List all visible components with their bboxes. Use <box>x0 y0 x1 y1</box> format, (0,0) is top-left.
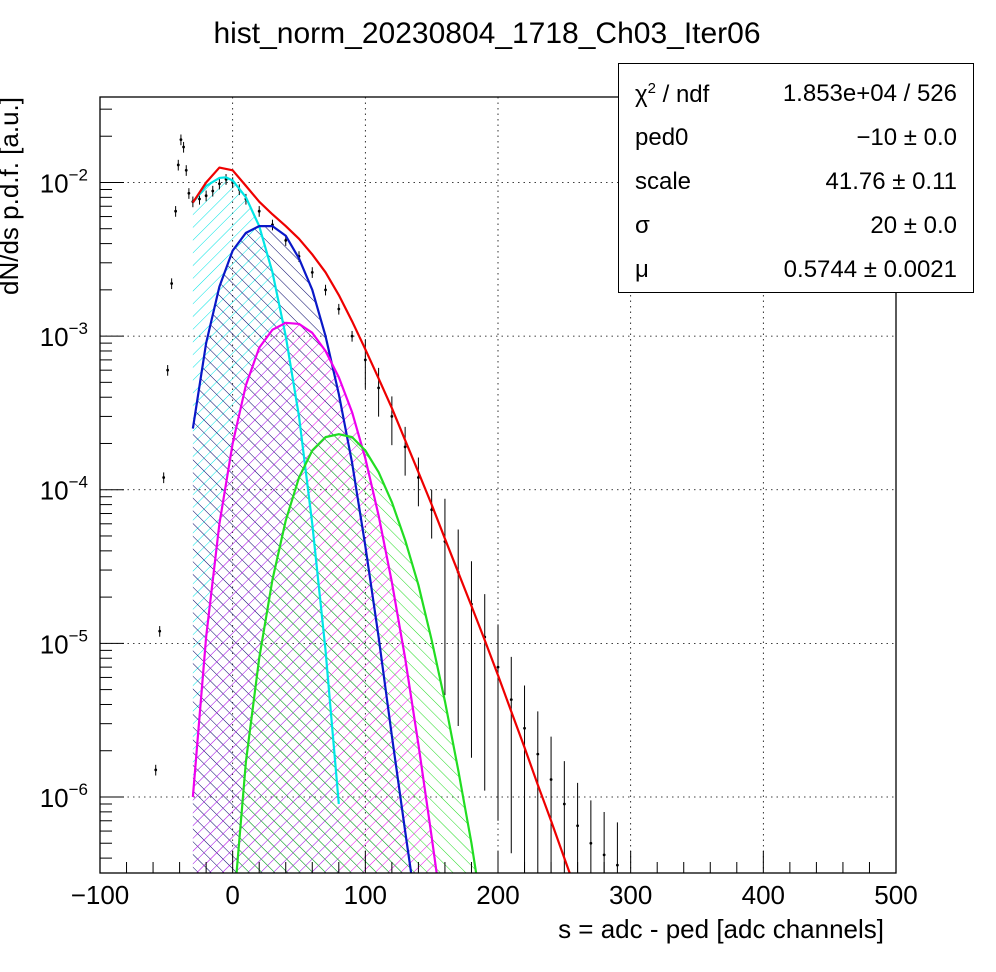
stat-row: ped0 −10 ± 0.0 <box>619 116 973 160</box>
data-point <box>257 209 261 213</box>
fit-curve <box>191 321 438 873</box>
stat-value: −10 ± 0.0 <box>856 124 957 151</box>
data-point <box>176 163 180 167</box>
y-tick-label: 10−4 <box>40 473 88 506</box>
data-point <box>149 903 152 906</box>
fit-curves <box>191 166 571 873</box>
fit-curve <box>191 166 571 873</box>
data-point <box>616 863 619 867</box>
data-point <box>377 386 380 390</box>
data-point <box>390 415 394 418</box>
data-point <box>562 802 566 806</box>
data-point <box>549 778 553 781</box>
data-point <box>162 476 166 479</box>
data-point <box>417 476 420 479</box>
data-point <box>184 168 188 172</box>
stat-key: μ <box>635 256 649 283</box>
data-point <box>154 768 158 772</box>
data-point <box>363 358 367 362</box>
data-point <box>310 270 314 274</box>
data-point <box>284 238 288 242</box>
data-point <box>218 182 221 186</box>
y-tick-label: 10−6 <box>40 780 88 813</box>
stat-row: μ 0.5744 ± 0.0021 <box>619 248 973 292</box>
data-point <box>179 138 183 142</box>
data-point <box>523 726 526 730</box>
data-point <box>602 853 606 857</box>
data-point <box>576 824 579 828</box>
data-point <box>182 145 185 149</box>
y-tick-label: 10−2 <box>40 165 88 198</box>
data-point <box>204 194 208 198</box>
x-axis-label: s = adc - ped [adc channels] <box>558 914 884 944</box>
stat-key: χ2 / ndf <box>635 80 710 108</box>
data-histogram <box>149 134 619 906</box>
data-point <box>187 191 191 195</box>
x-tick-label: 200 <box>476 880 519 910</box>
data-point <box>211 189 215 193</box>
x-tick-label: 0 <box>225 880 239 910</box>
y-axis-label: dN/ds p.d.f. [a.u.] <box>0 97 24 295</box>
data-point <box>198 197 201 201</box>
fit-curve <box>235 433 478 873</box>
stat-key: ped0 <box>635 124 689 151</box>
data-point <box>170 282 174 285</box>
stat-row: scale 41.76 ± 0.11 <box>619 160 973 204</box>
x-tick-label: 500 <box>874 880 917 910</box>
chart-title: hist_norm_20230804_1718_Ch03_Iter06 <box>213 17 760 50</box>
data-point <box>350 334 354 338</box>
x-tick-label: 400 <box>742 880 785 910</box>
stat-row: σ 20 ± 0.0 <box>619 204 973 248</box>
data-point <box>496 665 500 669</box>
data-point <box>174 209 178 213</box>
fit-curve <box>191 224 413 873</box>
stat-key: scale <box>635 168 692 195</box>
x-tick-label: 100 <box>344 880 387 910</box>
stat-value: 41.76 ± 0.11 <box>825 168 958 195</box>
data-point <box>324 288 327 292</box>
data-point <box>158 629 162 633</box>
data-point <box>337 307 341 311</box>
fit-stats-box: χ2 / ndf 1.853e+04 / 526 ped0 −10 ± 0.0 scal… <box>618 63 974 293</box>
y-tick-label: 10−3 <box>40 319 88 352</box>
stat-value: 1.853e+04 / 526 <box>782 80 957 107</box>
y-tick-label: 10−5 <box>40 626 88 659</box>
data-point <box>589 841 593 845</box>
data-point <box>403 445 407 449</box>
data-point <box>536 752 540 756</box>
stat-key: σ <box>635 212 650 239</box>
axis-ticks: −100 0 100 200 300 400 500 10−6 10−5 10−4 10−3 10−2 <box>40 108 918 910</box>
x-tick-label: 300 <box>609 880 652 910</box>
stat-value: 0.5744 ± 0.0021 <box>783 256 957 283</box>
stat-row: χ2 / ndf 1.853e+04 / 526 <box>619 72 973 116</box>
data-point <box>509 698 513 702</box>
x-tick-label: −100 <box>71 880 130 910</box>
data-point <box>166 368 170 372</box>
component-fills <box>192 177 485 873</box>
stat-value: 20 ± 0.0 <box>870 212 957 239</box>
